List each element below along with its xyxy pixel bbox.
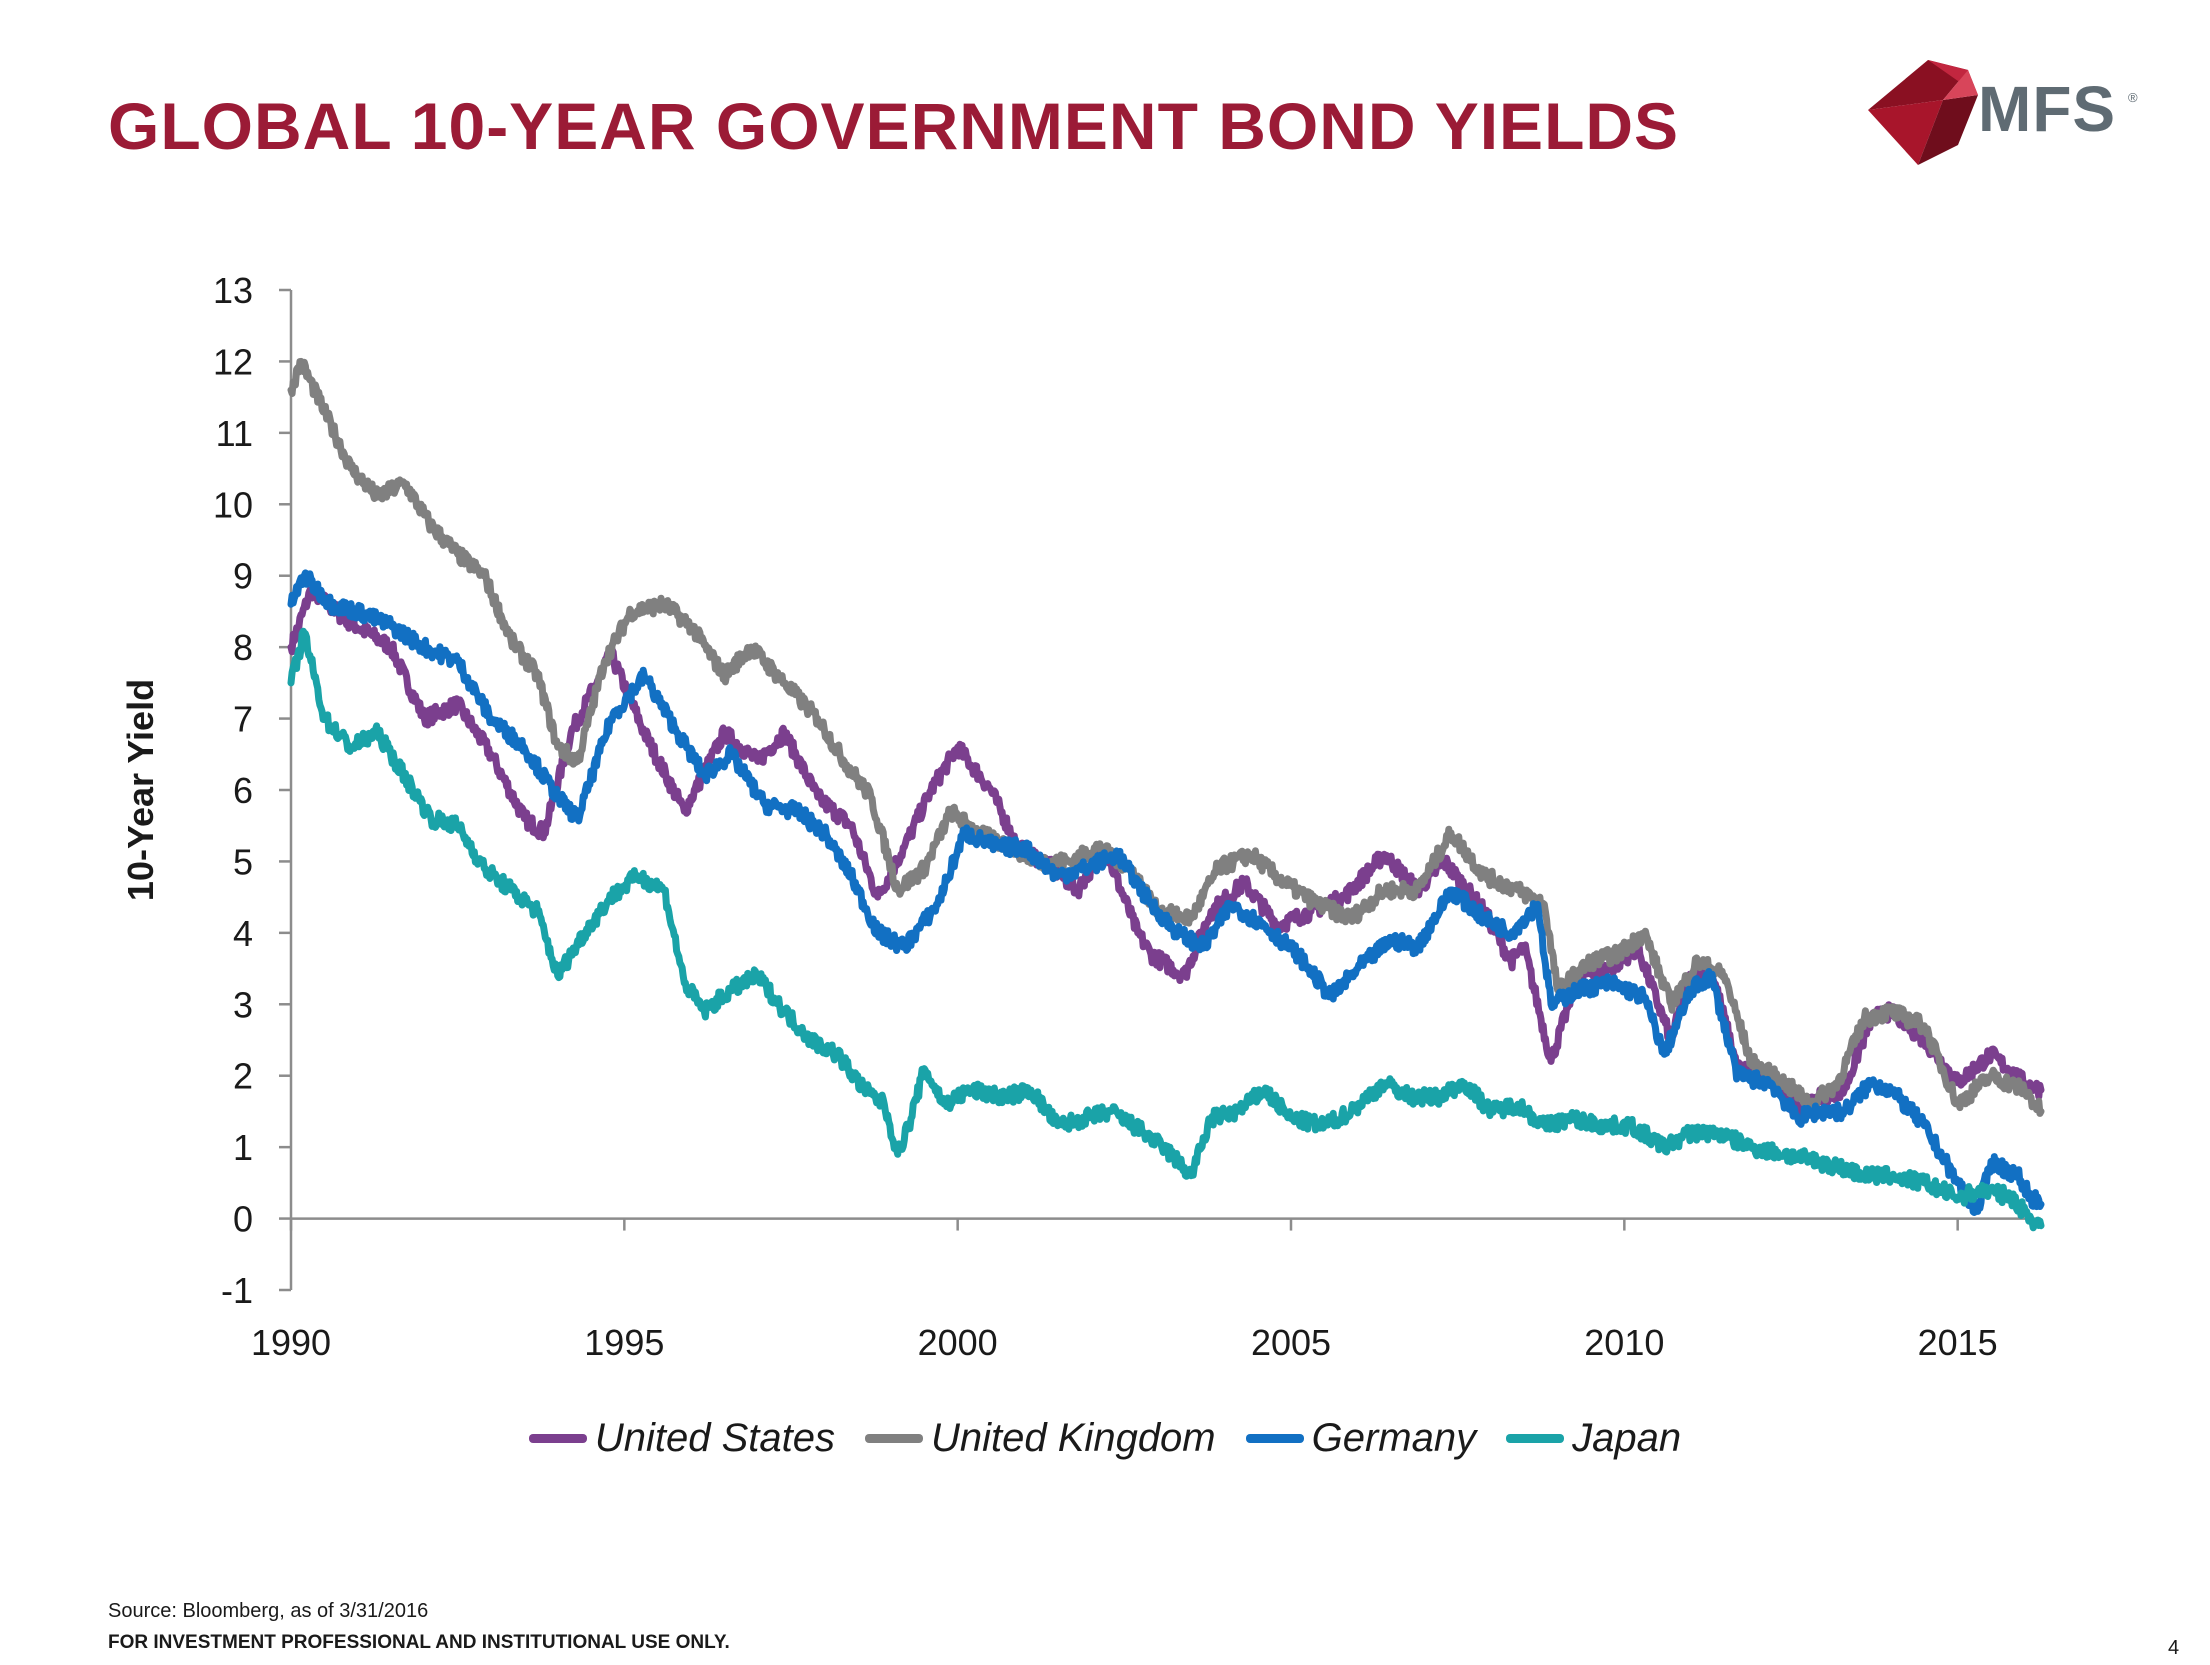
legend-label-united-states: United States — [594, 1416, 836, 1460]
y-tick-label: 6 — [233, 770, 253, 811]
chart-legend: United States United Kingdom Germany Jap… — [0, 1416, 2210, 1461]
y-tick-label: 12 — [213, 341, 253, 382]
x-tick-label: 2015 — [1918, 1322, 1998, 1363]
registered-mark: ® — [2128, 90, 2138, 105]
x-tick-label: 2000 — [918, 1322, 998, 1363]
mfs-logo-text: MFS — [1978, 73, 2117, 145]
legend-label-germany: Germany — [1311, 1416, 1477, 1460]
y-tick-label: 3 — [233, 984, 253, 1025]
legend-swatch-united-states — [528, 1434, 587, 1443]
y-tick-label: 11 — [216, 413, 253, 454]
x-tick-label: 1995 — [584, 1322, 664, 1363]
series-line-japan — [287, 627, 2045, 1232]
source-note: Source: Bloomberg, as of 3/31/2016 — [108, 1600, 429, 1622]
mfs-logo-mark-icon — [1868, 60, 1978, 165]
series-line-united-states — [287, 583, 2045, 1120]
legend-swatch-germany — [1245, 1434, 1304, 1443]
legend-item-united-states: United States — [528, 1416, 836, 1461]
legend-label-united-kingdom: United Kingdom — [931, 1416, 1216, 1460]
legend-item-germany: Germany — [1245, 1416, 1477, 1461]
y-tick-label: 7 — [233, 699, 253, 740]
x-tick-label: 2005 — [1251, 1322, 1331, 1363]
y-tick-label: 2 — [233, 1056, 253, 1097]
series-line-united-kingdom — [287, 357, 2045, 1117]
legend-item-japan: Japan — [1506, 1416, 1681, 1461]
y-tick-label: 1 — [233, 1127, 253, 1168]
legend-item-united-kingdom: United Kingdom — [865, 1416, 1216, 1461]
y-tick-label: 5 — [233, 841, 253, 882]
y-tick-label: 8 — [233, 627, 253, 668]
y-tick-label: 0 — [233, 1199, 253, 1240]
x-tick-label: 1990 — [251, 1322, 331, 1363]
y-tick-label: 10 — [213, 484, 253, 525]
y-tick-label: 9 — [233, 556, 253, 597]
legend-label-japan: Japan — [1572, 1416, 1682, 1460]
y-tick-label: 13 — [213, 270, 253, 311]
page-title: GLOBAL 10-YEAR GOVERNMENT BOND YIELDS — [108, 89, 1680, 163]
x-tick-label: 2010 — [1584, 1322, 1664, 1363]
legend-swatch-united-kingdom — [865, 1434, 924, 1443]
y-tick-label: -1 — [221, 1270, 253, 1311]
disclaimer: FOR INVESTMENT PROFESSIONAL AND INSTITUT… — [108, 1632, 730, 1653]
series-line-germany — [287, 569, 2045, 1216]
y-axis-label: 10-Year Yield — [120, 679, 161, 901]
legend-swatch-japan — [1506, 1434, 1565, 1443]
y-tick-label: 4 — [233, 913, 253, 954]
page-number: 4 — [2168, 1637, 2180, 1659]
